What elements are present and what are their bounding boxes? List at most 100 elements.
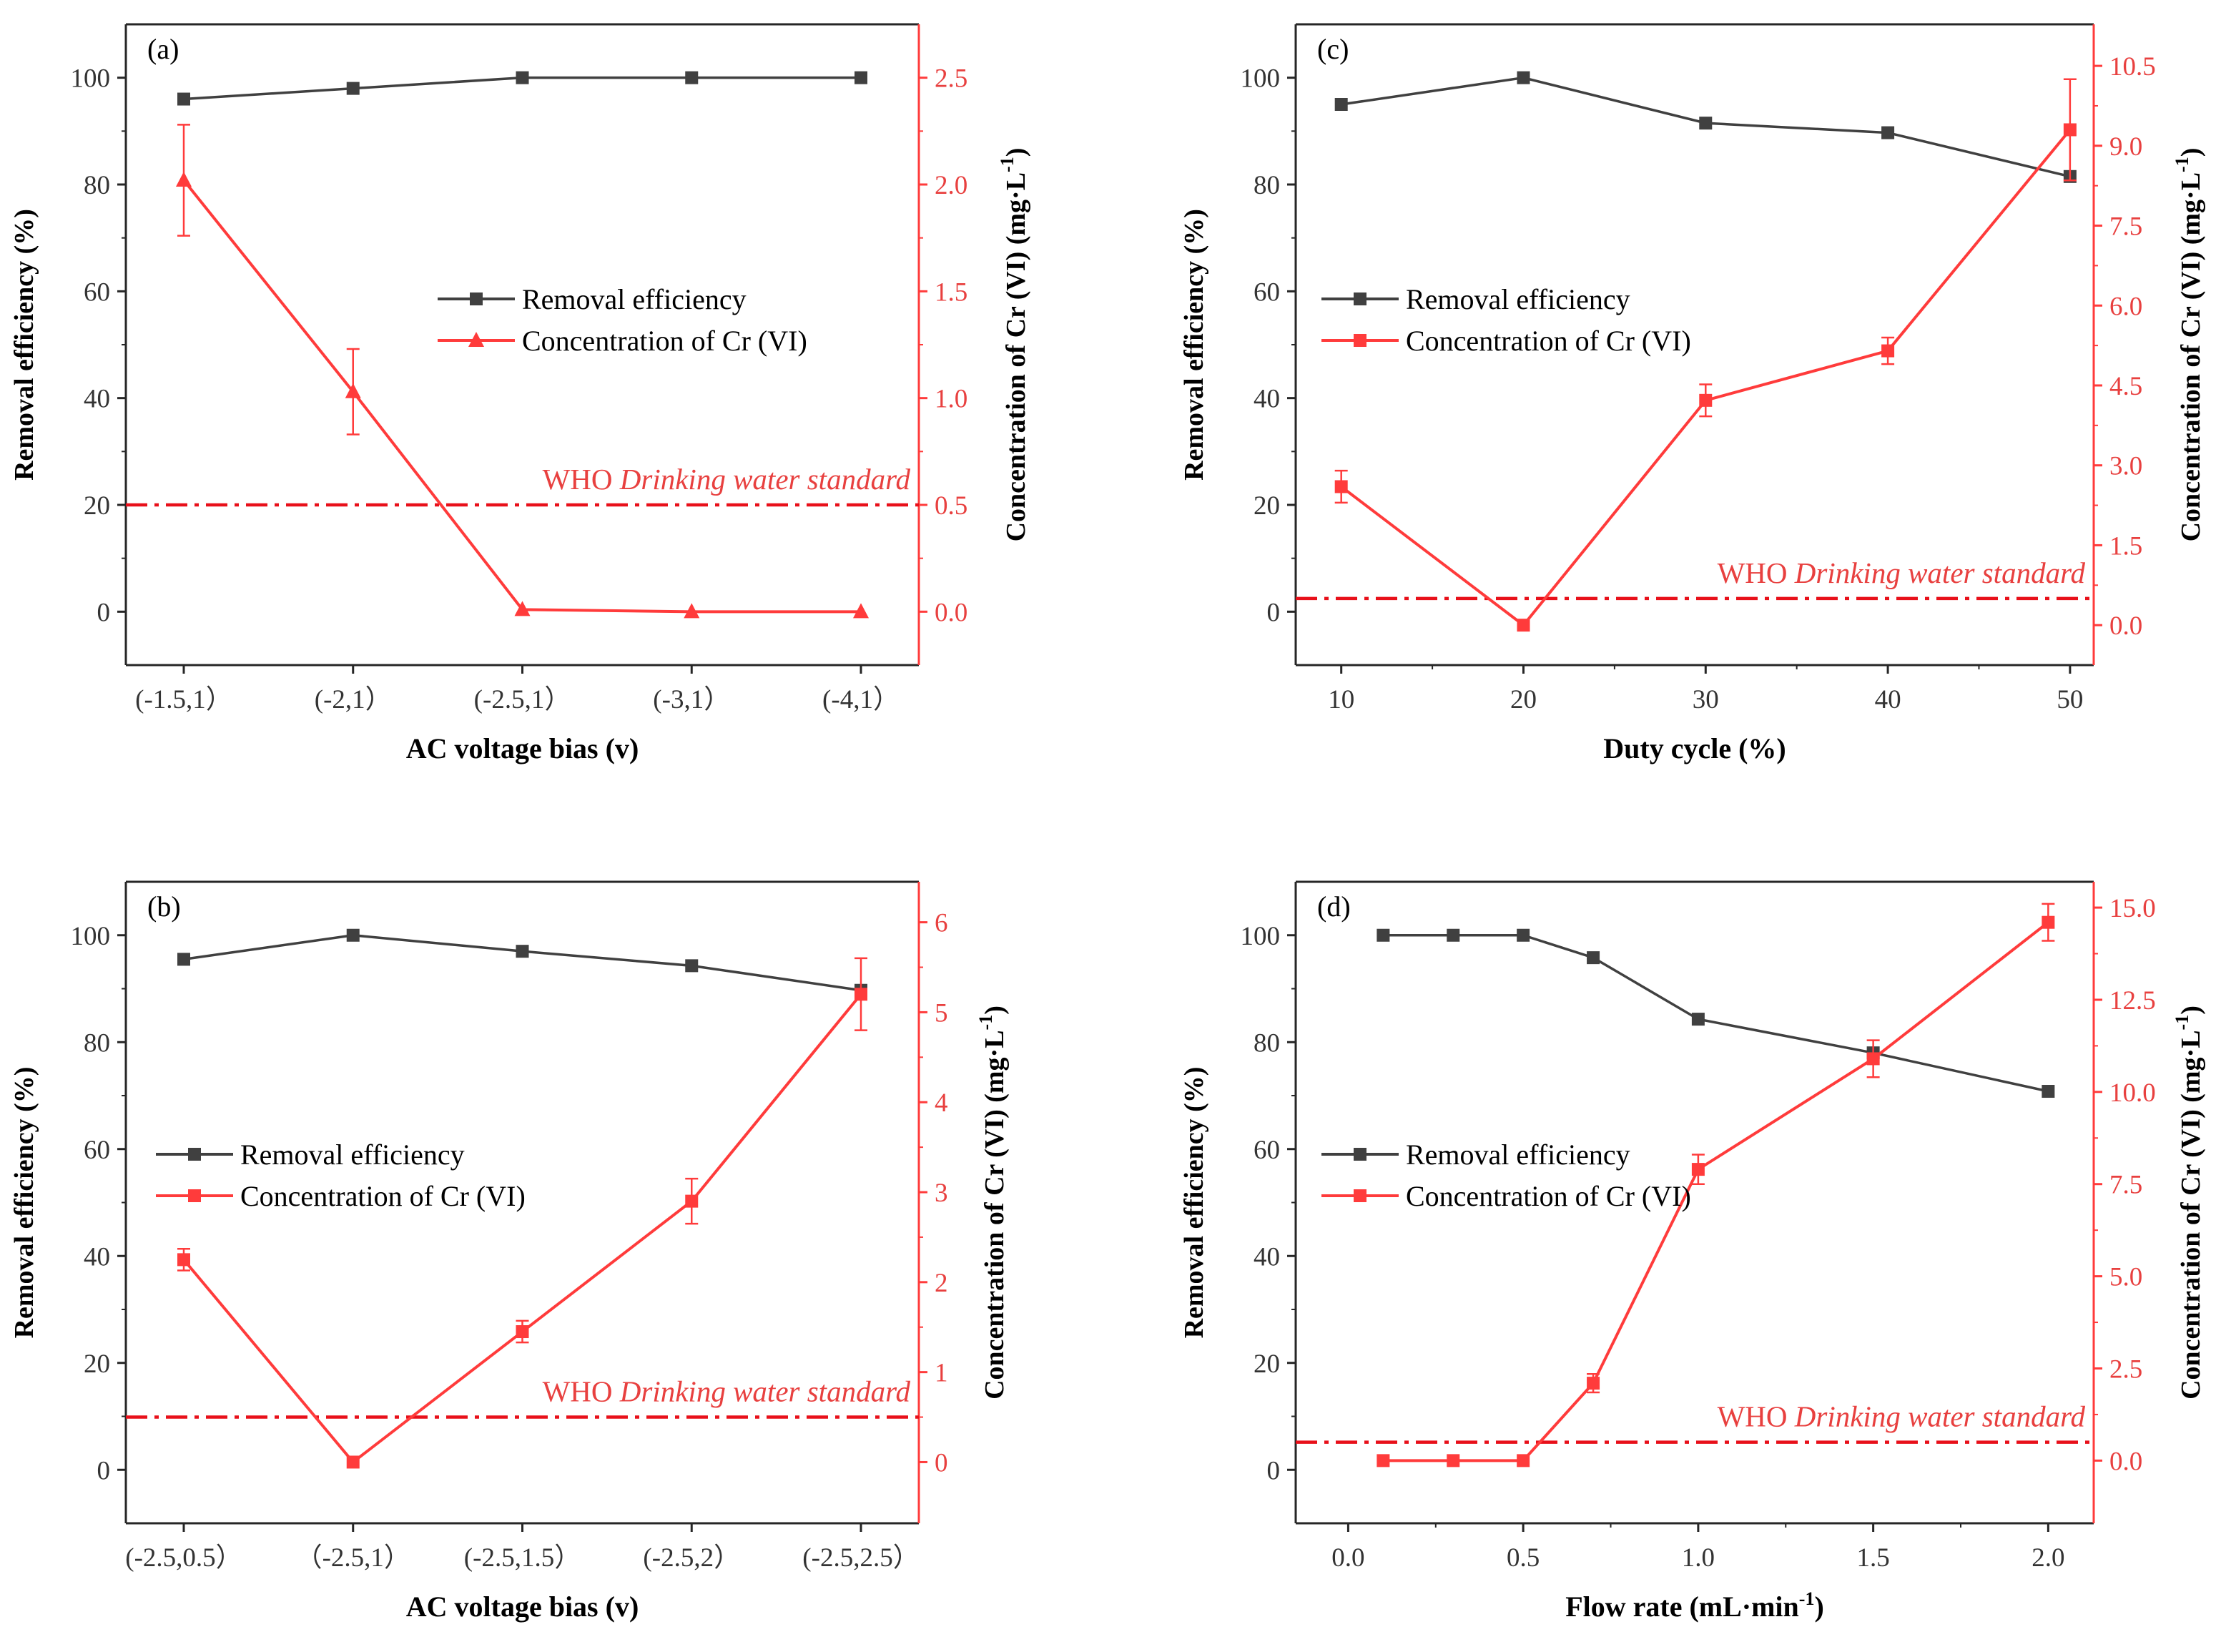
- data-point-square: [177, 953, 190, 966]
- legend-entry: Removal efficiency: [438, 283, 747, 315]
- x-axis-label-text: Flow rate (mL·min: [1565, 1590, 1799, 1623]
- x-tick-label: 10: [1328, 685, 1354, 714]
- x-axis-label: Duty cycle (%): [1603, 732, 1786, 764]
- panel-c: 0 20 40 60 80 100 0.0 1.5 3.0 4.5 6.0 7.5 9.0 10.5 10 2…: [1179, 23, 2206, 764]
- y2-axis-label-tail: ): [980, 1006, 1010, 1015]
- data-point-square: [516, 945, 529, 958]
- y-axis-label: Removal efficiency (%): [1179, 1067, 1209, 1339]
- y2-tick-label: 15.0: [2109, 894, 2156, 923]
- y-tick-label: 100: [71, 64, 111, 94]
- data-point-square: [1377, 928, 1390, 942]
- y2-tick-label: 6: [935, 909, 948, 938]
- x-tick-label: (-2,1）: [315, 685, 392, 714]
- panel-label: (a): [147, 33, 179, 65]
- data-point-square: [685, 959, 699, 973]
- x-tick-label: 20: [1510, 685, 1537, 714]
- data-point-square: [1517, 71, 1530, 84]
- y-tick-label: 80: [84, 171, 110, 200]
- data-point-square: [855, 71, 868, 84]
- y2-tick-label: 1.5: [935, 277, 967, 307]
- y-tick-label: 20: [1254, 1349, 1280, 1379]
- x-tick-label: （-2.5,1）: [296, 1543, 410, 1573]
- y-tick-label: 60: [1254, 1136, 1280, 1165]
- data-point-triangle: [514, 601, 531, 616]
- y2-tick-label: 2.5: [2109, 1354, 2142, 1384]
- y2-tick-label: 3: [935, 1179, 948, 1208]
- panel-label: (d): [1317, 890, 1351, 923]
- series-line-removal: [1383, 934, 2049, 1093]
- legend-entry: Concentration of Cr (VI): [438, 325, 807, 357]
- data-point-square: [1517, 619, 1530, 632]
- who-standard-label: WHO Drinking water standard: [543, 1375, 911, 1408]
- legend-label: Removal efficiency: [240, 1139, 465, 1171]
- y2-tick-label: 0.5: [935, 491, 967, 521]
- legend-entry: Removal efficiency: [1321, 1139, 1630, 1171]
- y2-axis-label-text: Concentration of Cr (VI) (mg·L: [1001, 172, 1031, 541]
- legend-entry: Concentration of Cr (VI): [1321, 1180, 1691, 1212]
- y2-axis-label-tail: ): [2176, 1006, 2206, 1015]
- y-tick-label: 100: [1241, 922, 1281, 951]
- legend-marker-triangle: [468, 332, 484, 347]
- series-line-concentration: [182, 179, 862, 614]
- x-axis-label: Flow rate (mL·min-1): [1565, 1588, 1824, 1623]
- data-point-square: [1691, 1163, 1705, 1176]
- legend-marker-square: [1354, 1148, 1366, 1161]
- data-point-square: [1334, 480, 1348, 493]
- y2-axis-label: Concentration of Cr (VI) (mg·L-1): [2172, 148, 2206, 542]
- y-tick-label: 20: [1254, 491, 1280, 521]
- data-point-square: [1699, 393, 1713, 407]
- who-standard-label: WHO Drinking water standard: [1718, 556, 2086, 589]
- who-label-emphasis: Drinking water standard: [1794, 556, 2086, 589]
- x-tick-label: (-2.5,1）: [474, 685, 571, 714]
- legend-label: Concentration of Cr (VI): [240, 1180, 526, 1212]
- data-point-square: [1881, 126, 1895, 139]
- y2-axis-label: Concentration of Cr (VI) (mg·L-1): [997, 148, 1031, 542]
- y2-tick-label: 2: [935, 1269, 948, 1298]
- y2-axis-label-sup: -1: [997, 157, 1018, 172]
- x-tick-label: 30: [1693, 685, 1719, 714]
- data-point-square: [1517, 1454, 1530, 1467]
- legend-label: Concentration of Cr (VI): [1406, 325, 1691, 357]
- x-tick-label: (-2.5,2）: [643, 1543, 740, 1573]
- y-tick-label: 40: [84, 385, 110, 414]
- y-tick-label: 100: [1241, 64, 1281, 94]
- y2-tick-label: 2.5: [935, 64, 967, 94]
- y2-tick-label: 4.5: [2109, 372, 2142, 401]
- panel-d: 0 20 40 60 80 100 0.0 2.5 5.0 7.5 10.0 12.5 15.0 0.0 0…: [1179, 880, 2206, 1623]
- y2-tick-label: 1.0: [935, 385, 967, 414]
- data-point-square: [516, 71, 529, 84]
- y2-tick-label: 1.5: [2109, 531, 2142, 561]
- y2-tick-label: 0.0: [2109, 611, 2142, 641]
- data-point-square: [346, 928, 360, 942]
- x-tick-label: 0.0: [1331, 1543, 1364, 1573]
- legend-label: Removal efficiency: [1406, 283, 1630, 315]
- legend-entry: Concentration of Cr (VI): [156, 1180, 526, 1212]
- legend-marker-square: [188, 1148, 201, 1161]
- who-label-prefix: WHO: [1718, 1400, 1795, 1433]
- data-point-square: [1334, 98, 1348, 111]
- series-line-concentration: [1340, 129, 2072, 627]
- series-line-removal: [183, 933, 862, 992]
- data-point-square: [177, 92, 190, 106]
- y-axis-label: Removal efficiency (%): [1179, 209, 1209, 481]
- y2-axis-label-sup: -1: [2172, 1015, 2192, 1031]
- x-tick-label: (-2.5,1.5）: [464, 1543, 581, 1573]
- x-axis-label-text: Duty cycle (%): [1603, 732, 1786, 764]
- who-standard-label: WHO Drinking water standard: [1718, 1400, 2086, 1433]
- who-label-emphasis: Drinking water standard: [619, 1375, 911, 1408]
- y-tick-label: 40: [1254, 1242, 1280, 1272]
- y-tick-label: 60: [1254, 277, 1280, 307]
- data-point-square: [1447, 928, 1460, 942]
- y2-tick-label: 5: [935, 998, 948, 1028]
- y2-tick-label: 5.0: [2109, 1263, 2142, 1292]
- legend-label: Removal efficiency: [522, 283, 747, 315]
- who-label-prefix: WHO: [543, 463, 620, 496]
- data-point-square: [1447, 1454, 1460, 1467]
- y2-tick-label: 6.0: [2109, 292, 2142, 321]
- data-point-triangle: [345, 383, 361, 398]
- y2-axis-label: Concentration of Cr (VI) (mg·L-1): [975, 1006, 1010, 1400]
- panel-a: 0 20 40 60 80 100 0.0 0.5 1.0 1.5 2.0 2.5 (-1.5,1） (-…: [9, 23, 1031, 764]
- data-point-square: [177, 1253, 190, 1267]
- y2-axis-label-text: Concentration of Cr (VI) (mg·L: [2176, 172, 2206, 541]
- x-tick-label: (-1.5,1）: [135, 685, 232, 714]
